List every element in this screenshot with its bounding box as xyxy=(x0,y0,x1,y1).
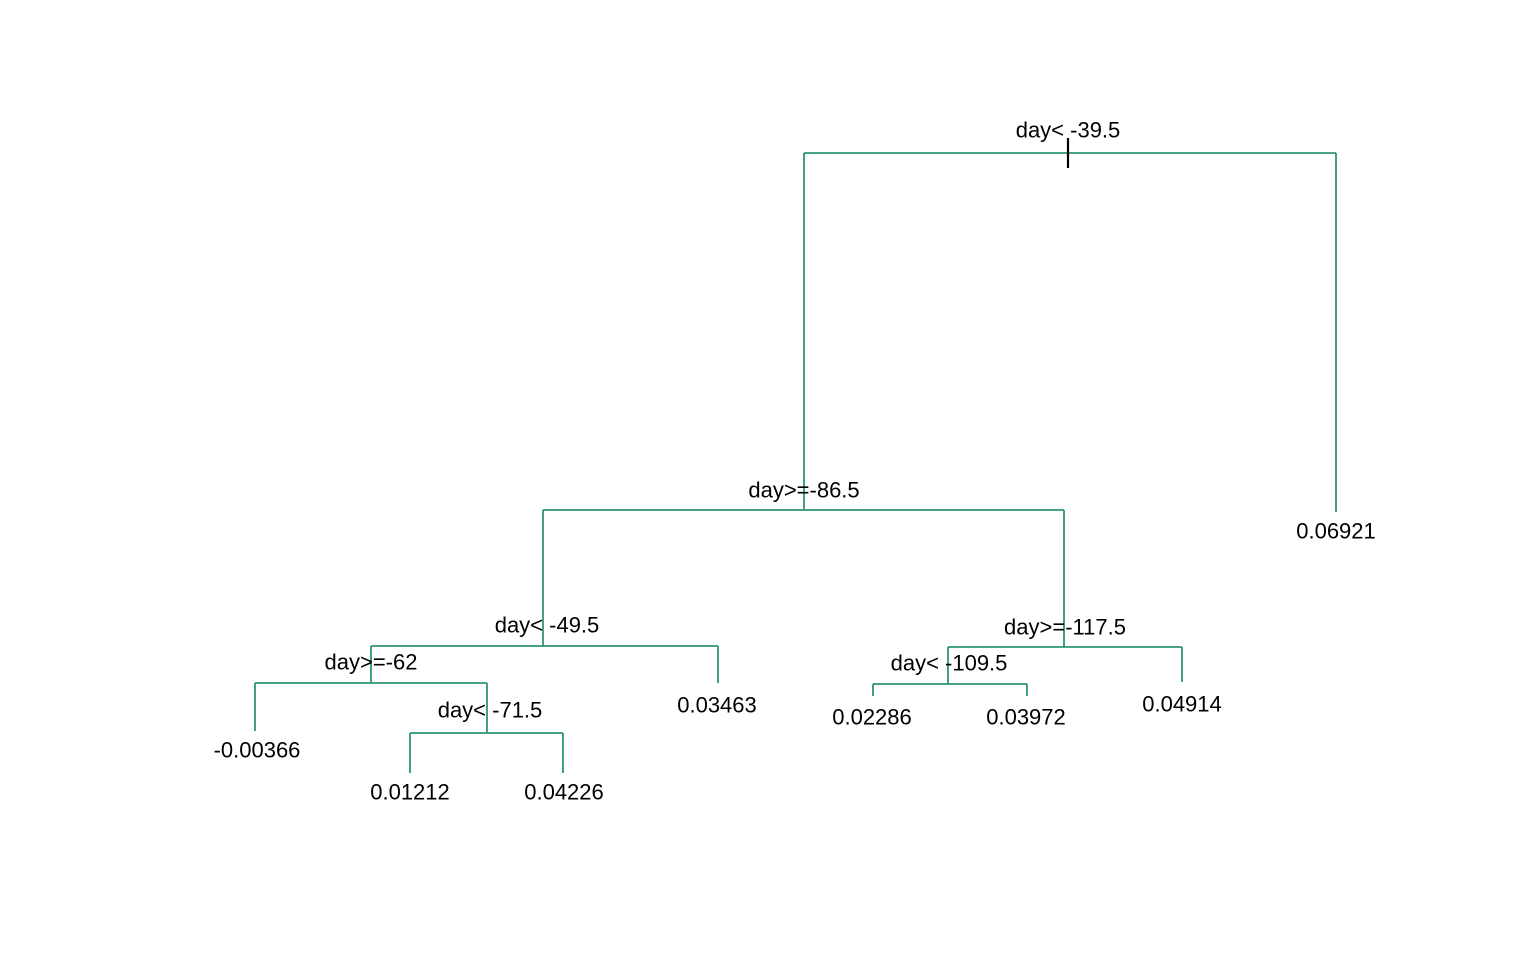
split-condition-label: day< -71.5 xyxy=(438,698,543,723)
split-condition-label: day>=-62 xyxy=(325,650,418,675)
leaf-value-label: 0.03972 xyxy=(986,705,1066,730)
split-condition-label: day< -39.5 xyxy=(1016,118,1121,143)
leaf-value-label: 0.03463 xyxy=(677,693,757,718)
split-condition-label: day>=-86.5 xyxy=(748,478,859,503)
split-condition-label: day< -109.5 xyxy=(891,651,1008,676)
leaf-value-label: 0.04226 xyxy=(524,780,604,805)
split-condition-label: day>=-117.5 xyxy=(1004,615,1126,640)
leaf-value-label: 0.04914 xyxy=(1142,692,1222,717)
leaf-value-label: 0.01212 xyxy=(370,780,450,805)
leaf-value-label: 0.06921 xyxy=(1296,519,1376,544)
split-condition-label: day< -49.5 xyxy=(495,613,600,638)
leaf-value-label: -0.00366 xyxy=(214,738,301,763)
leaf-value-label: 0.02286 xyxy=(832,705,912,730)
